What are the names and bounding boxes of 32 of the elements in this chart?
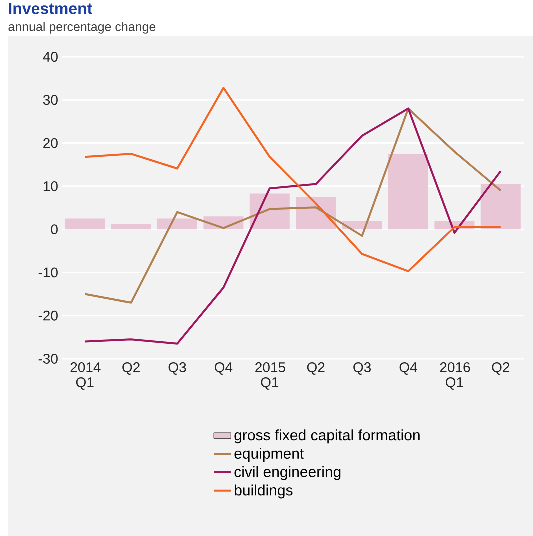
chart-subtitle: annual percentage change: [8, 22, 156, 34]
x-tick-label: Q4: [400, 362, 418, 375]
x-tick-label: Q2: [307, 362, 325, 375]
bar: [65, 218, 106, 230]
x-tick-label: 2014 Q1: [70, 362, 101, 390]
bar: [111, 224, 152, 230]
bar: [480, 184, 521, 230]
y-tick-label: 40: [43, 52, 58, 62]
line-series: [84, 108, 502, 304]
y-tick-label: 20: [44, 138, 58, 148]
line-series: [84, 87, 502, 272]
legend-label: buildings: [235, 484, 293, 499]
y-tick-label: -30: [38, 354, 58, 364]
y-tick-label: -10: [38, 268, 58, 278]
line-series: [84, 108, 502, 345]
x-tick-label: Q3: [168, 362, 186, 375]
y-tick-label: 10: [44, 181, 58, 192]
x-tick-label: Q4: [215, 362, 233, 375]
bar: [388, 154, 428, 230]
y-tick-label: -20: [38, 310, 58, 321]
x-tick-label: Q2: [492, 362, 510, 375]
x-tick-label: 2015 Q1: [256, 362, 286, 390]
y-tick-label: 0: [51, 224, 58, 235]
legend-label: gross fixed capital formation: [234, 430, 420, 444]
y-tick-label: 30: [43, 95, 58, 106]
x-tick-label: Q2: [122, 362, 140, 375]
legend-label: civil engineering: [234, 466, 341, 480]
x-tick-label: Q3: [354, 362, 372, 375]
x-tick-label: 2016 Q1: [440, 362, 470, 390]
legend-label: equipment: [234, 448, 304, 462]
bar: [157, 218, 198, 230]
chart-title: Investment: [9, 3, 92, 14]
